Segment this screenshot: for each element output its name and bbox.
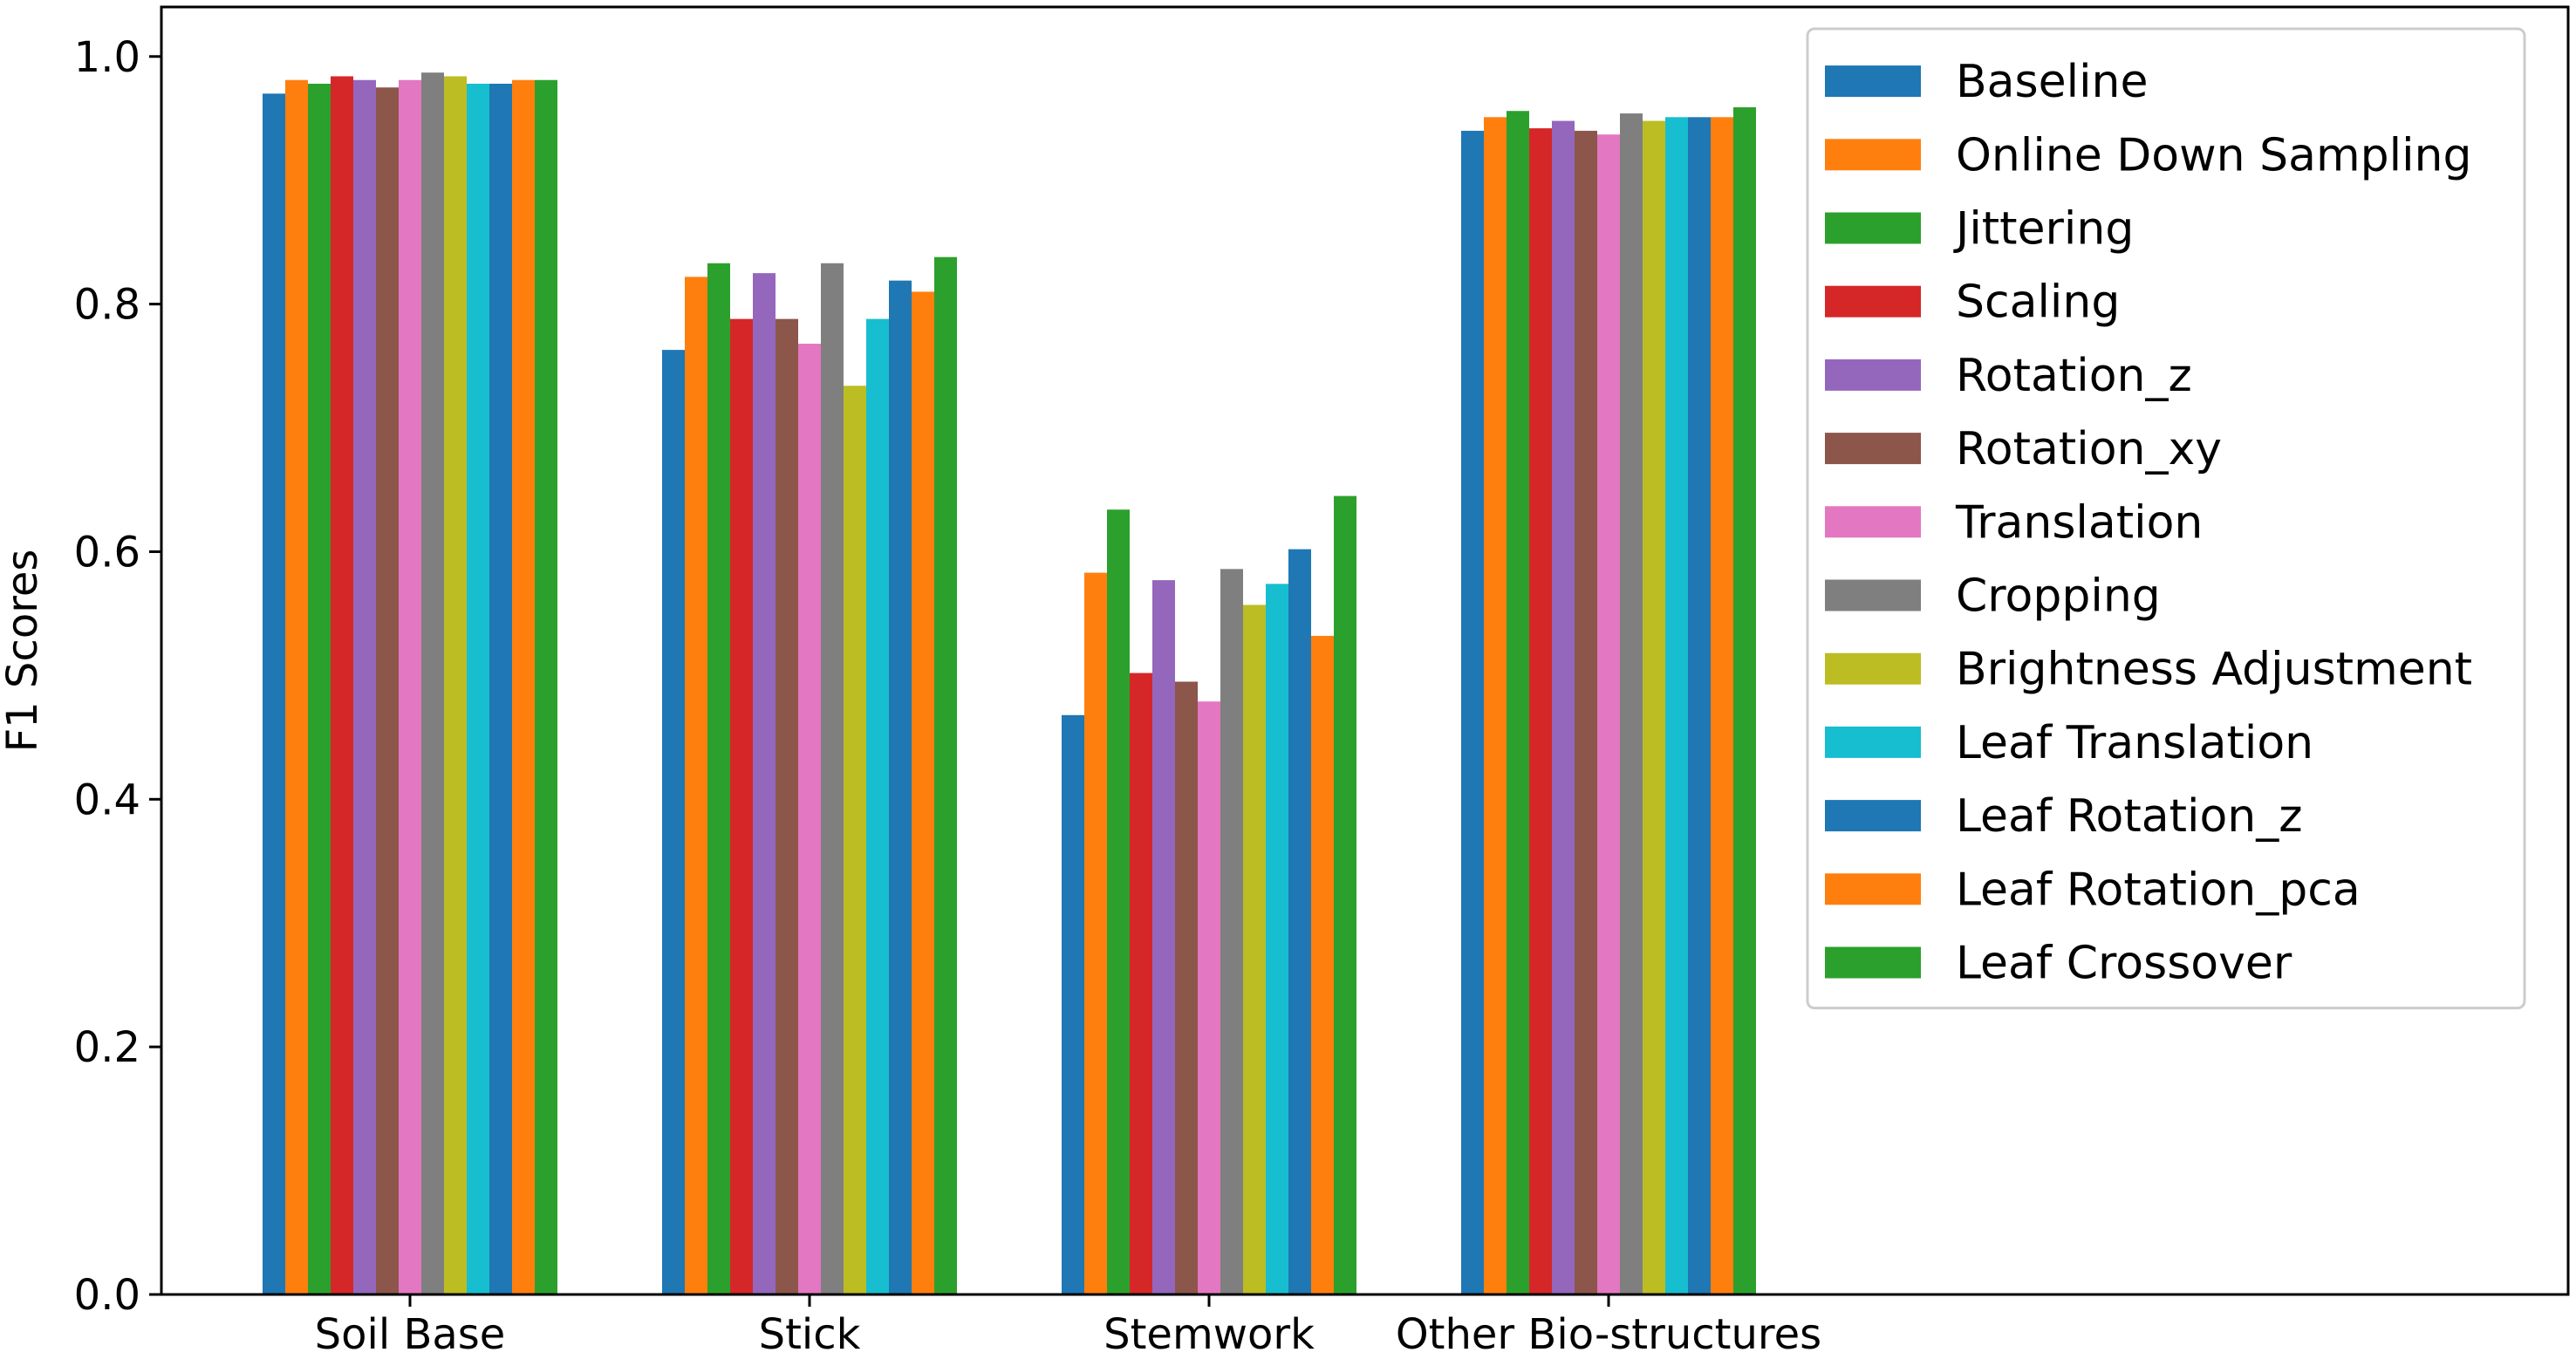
- bar-other-bio-structures-1: [1461, 130, 1484, 1294]
- legend-box: [1806, 27, 2526, 1010]
- bar-soil-base-4: [331, 76, 353, 1294]
- bar-stemwork-5: [1152, 580, 1175, 1294]
- bar-soil-base-12: [512, 79, 535, 1294]
- x-tick-label: Stick: [759, 1310, 861, 1359]
- bar-stemwork-8: [1220, 569, 1243, 1294]
- legend-swatch: [1825, 946, 1921, 979]
- bar-soil-base-9: [444, 76, 467, 1294]
- legend-label: Online Down Sampling: [1956, 129, 2472, 181]
- legend-swatch: [1825, 726, 1921, 758]
- legend-swatch: [1825, 433, 1921, 465]
- bar-stemwork-7: [1198, 701, 1220, 1294]
- bar-other-bio-structures-6: [1575, 130, 1597, 1294]
- bar-stick-5: [753, 273, 776, 1294]
- bar-soil-base-2: [285, 79, 308, 1294]
- legend-label: Brightness Adjustment: [1956, 644, 2472, 696]
- legend-swatch: [1825, 139, 1921, 171]
- legend-label: Rotation_z: [1956, 350, 2192, 402]
- bar-stick-11: [889, 280, 912, 1294]
- bar-stick-10: [866, 318, 889, 1295]
- bar-stemwork-12: [1311, 635, 1334, 1294]
- bar-stick-7: [798, 344, 821, 1294]
- bar-stemwork-13: [1334, 495, 1356, 1294]
- bar-stick-1: [662, 350, 685, 1294]
- bar-stemwork-3: [1107, 509, 1130, 1294]
- bar-soil-base-8: [421, 72, 444, 1294]
- bar-other-bio-structures-13: [1733, 106, 1756, 1295]
- bar-stick-6: [776, 318, 798, 1295]
- legend-swatch: [1825, 800, 1921, 832]
- y-axis: 0.0 0.2 0.4 0.6 0.8 1.0: [74, 33, 161, 1320]
- bar-soil-base-3: [308, 83, 331, 1294]
- bar-stemwork-6: [1175, 681, 1198, 1294]
- legend-label: Jittering: [1953, 203, 2134, 256]
- x-tick-label: Stemwork: [1104, 1310, 1315, 1359]
- bar-stemwork-1: [1062, 714, 1084, 1294]
- y-tick-label: 1.0: [74, 33, 140, 82]
- legend-swatch: [1825, 65, 1921, 98]
- bar-other-bio-structures-3: [1507, 111, 1529, 1295]
- bar-other-bio-structures-8: [1620, 113, 1643, 1295]
- bar-stemwork-9: [1243, 604, 1266, 1294]
- bar-stemwork-11: [1288, 549, 1311, 1294]
- bar-other-bio-structures-4: [1529, 128, 1552, 1295]
- legend-label: Cropping: [1956, 570, 2161, 623]
- legend-swatch: [1825, 359, 1921, 391]
- bar-other-bio-structures-5: [1552, 120, 1575, 1295]
- y-tick-label: 0.0: [74, 1271, 140, 1320]
- bar-other-bio-structures-11: [1688, 117, 1711, 1295]
- bar-stick-12: [912, 291, 934, 1294]
- legend-swatch: [1825, 506, 1921, 538]
- legend-label: Leaf Crossover: [1956, 938, 2292, 990]
- legend-label: Baseline: [1956, 56, 2148, 108]
- bar-soil-base-5: [353, 79, 376, 1294]
- bar-stick-9: [844, 386, 866, 1294]
- bar-soil-base-11: [489, 83, 512, 1294]
- legend-swatch: [1825, 285, 1921, 318]
- y-tick-label: 0.4: [74, 775, 140, 824]
- bar-stick-3: [707, 263, 730, 1294]
- legend-label: Leaf Rotation_z: [1956, 790, 2303, 843]
- bar-stick-13: [934, 256, 957, 1295]
- legend: Baseline Online Down Sampling Jittering Sca…: [1806, 27, 2526, 1010]
- y-tick-label: 0.8: [74, 281, 140, 330]
- legend-swatch: [1825, 579, 1921, 611]
- bar-stemwork-2: [1084, 572, 1107, 1294]
- y-tick-label: 0.2: [74, 1023, 140, 1072]
- y-tick-label: 0.6: [74, 528, 140, 577]
- legend-swatch: [1825, 652, 1921, 685]
- bar-soil-base-7: [399, 79, 421, 1294]
- legend-swatch: [1825, 212, 1921, 244]
- x-axis: Soil Base Stick Stemwork Other Bio-structur…: [315, 1294, 1821, 1359]
- bar-soil-base-1: [263, 93, 285, 1294]
- x-tick-label: Soil Base: [315, 1310, 506, 1359]
- plot-frame: [160, 5, 2570, 1296]
- bar-soil-base-10: [467, 83, 489, 1294]
- bar-other-bio-structures-10: [1665, 117, 1688, 1295]
- legend-label: Translation: [1955, 496, 2203, 549]
- y-axis-label: F1 Scores: [0, 550, 47, 753]
- bar-soil-base-6: [376, 87, 399, 1294]
- legend-label: Leaf Translation: [1956, 717, 2313, 769]
- legend-swatch: [1825, 873, 1921, 905]
- bar-stemwork-4: [1130, 673, 1152, 1294]
- legend-label: Rotation_xy: [1956, 423, 2222, 475]
- bar-other-bio-structures-7: [1597, 134, 1620, 1294]
- bar-other-bio-structures-2: [1484, 117, 1507, 1295]
- bar-stick-4: [730, 318, 753, 1295]
- x-tick-label: Other Bio-structures: [1396, 1310, 1821, 1359]
- bars-group: [263, 72, 1756, 1295]
- bar-soil-base-13: [535, 79, 557, 1294]
- bar-stick-8: [821, 263, 844, 1294]
- bar-stick-2: [685, 277, 707, 1294]
- bar-other-bio-structures-12: [1711, 117, 1733, 1295]
- legend-label: Scaling: [1956, 277, 2120, 329]
- legend-label: Leaf Rotation_pca: [1956, 864, 2361, 916]
- bar-other-bio-structures-9: [1643, 120, 1665, 1295]
- bar-stemwork-10: [1266, 584, 1288, 1294]
